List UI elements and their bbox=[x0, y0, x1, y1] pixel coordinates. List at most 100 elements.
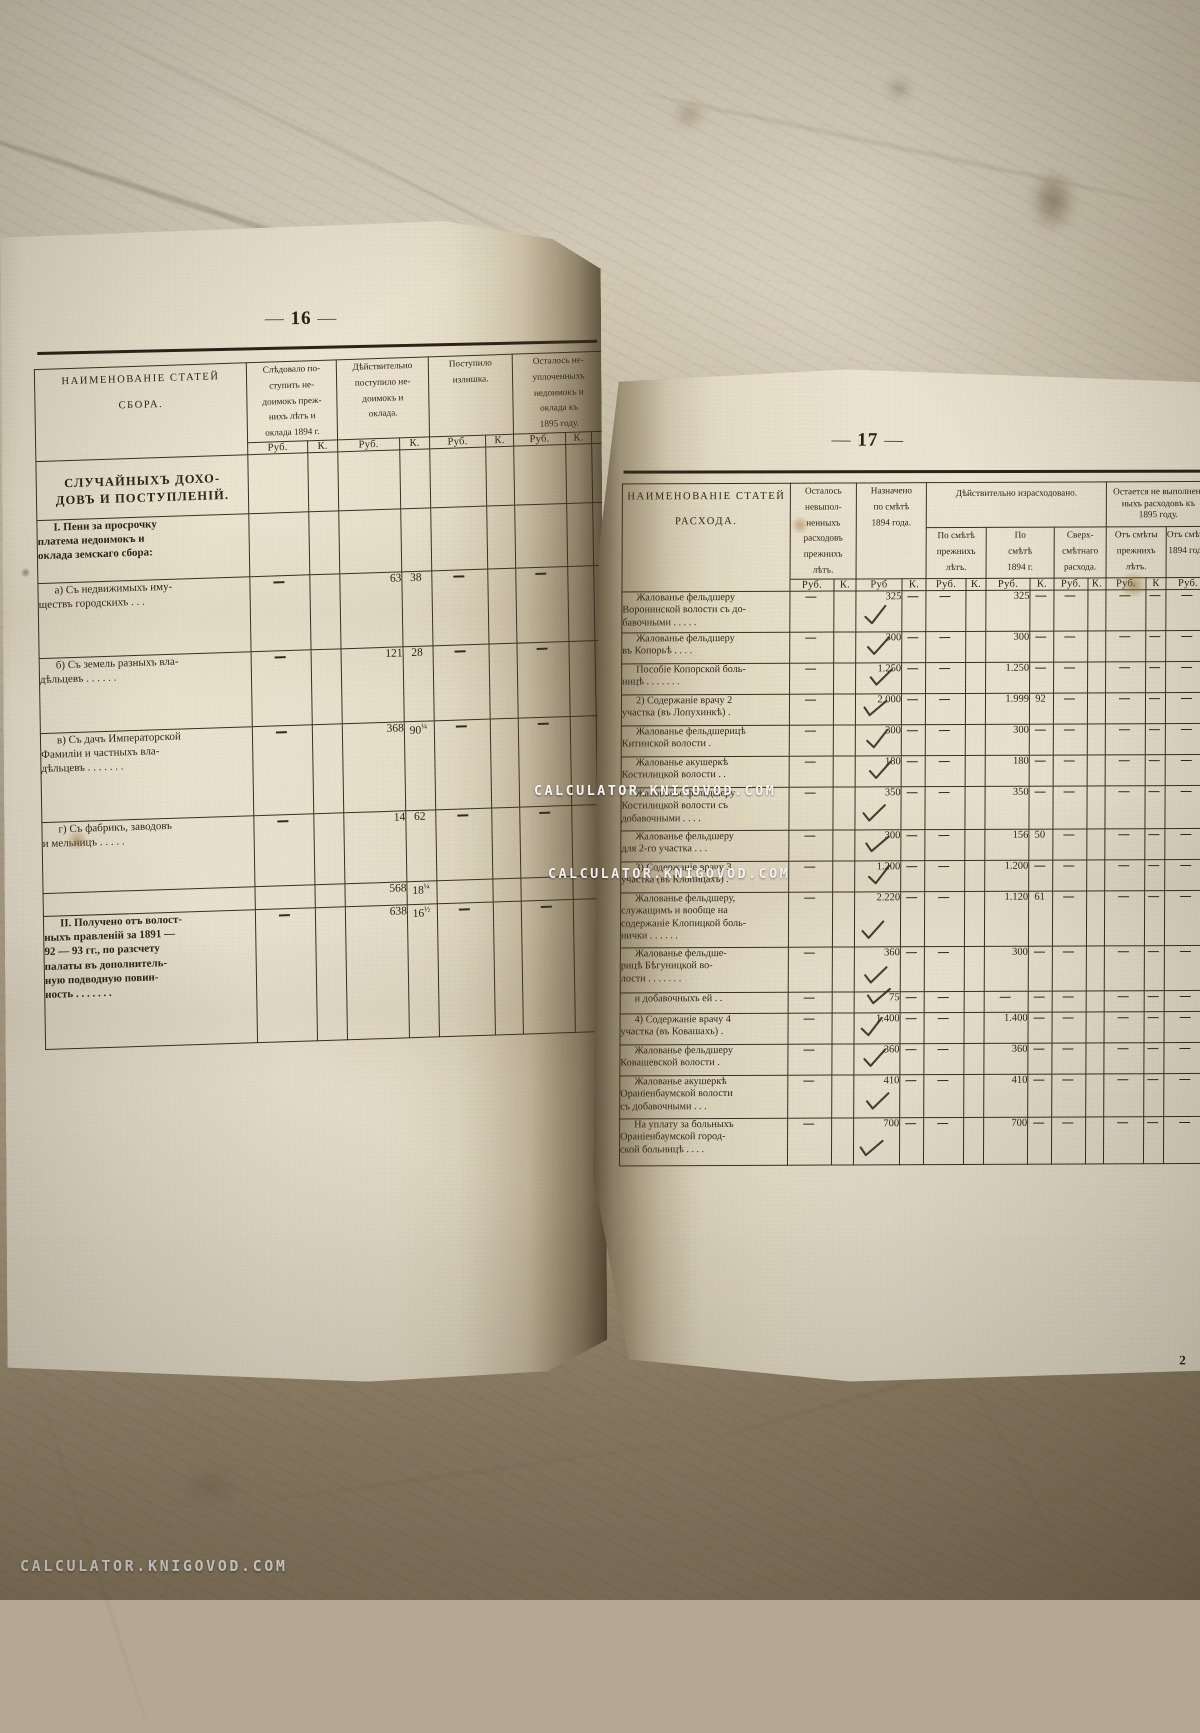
value-dash bbox=[437, 902, 495, 1037]
value-number: 700 bbox=[853, 1118, 899, 1165]
value-dash bbox=[1052, 946, 1086, 991]
value-dash bbox=[902, 663, 926, 694]
em-dash-glyph bbox=[1063, 951, 1074, 953]
value-empty bbox=[339, 509, 402, 574]
em-dash-glyph bbox=[1118, 1048, 1129, 1050]
value-empty bbox=[965, 786, 985, 829]
article-name: II. Получено отъ волост-ныхъ правленій з… bbox=[43, 910, 257, 1050]
em-dash-glyph bbox=[907, 668, 918, 670]
em-dash-glyph bbox=[937, 1049, 948, 1051]
value-empty bbox=[308, 452, 339, 512]
value-dash bbox=[1030, 590, 1054, 631]
value-empty bbox=[966, 662, 986, 693]
value-dash bbox=[1164, 990, 1200, 1011]
unit-fromprior-kop: К bbox=[1146, 578, 1166, 590]
value-number: 28 bbox=[403, 646, 434, 722]
value-dash bbox=[436, 808, 493, 881]
value-dash bbox=[901, 694, 925, 725]
value-dash bbox=[900, 947, 924, 992]
article-line: Жалованье фельдшеру bbox=[636, 591, 735, 604]
em-dash-glyph bbox=[1118, 834, 1129, 836]
value-number: 300 bbox=[856, 632, 902, 663]
em-dash-glyph bbox=[539, 812, 550, 814]
value-dash bbox=[925, 786, 965, 829]
em-dash-glyph bbox=[804, 866, 815, 868]
value-number: 50 bbox=[1029, 829, 1053, 860]
value-empty bbox=[833, 861, 855, 892]
value-dash bbox=[1145, 860, 1165, 891]
article-line: Китинской волости . bbox=[621, 738, 712, 750]
value-number: 1.999 bbox=[985, 693, 1029, 724]
em-dash-glyph bbox=[805, 761, 816, 763]
value-dash bbox=[1165, 754, 1200, 785]
table-row: На уплату за больныхъ Ораніенбаумской гор… bbox=[619, 1116, 1200, 1166]
table-row: Жалованье фельдшеру Воронинской волости с… bbox=[622, 589, 1200, 633]
stub-header-line2-r: РАСХОДА. bbox=[674, 516, 738, 528]
value-dash bbox=[924, 891, 964, 946]
value-empty bbox=[492, 807, 521, 879]
value-number: 92 bbox=[1029, 693, 1053, 724]
value-empty bbox=[964, 991, 984, 1012]
unit-due-kop: К. bbox=[308, 440, 338, 453]
watermark-bottom: CALCULATOR.KNIGOVOD.COM bbox=[20, 1557, 288, 1575]
article-line: Ораніенбаумской волости bbox=[620, 1088, 733, 1100]
group-header-spent: Дѣйствительно израсходовано. bbox=[926, 482, 1106, 528]
value-empty bbox=[1087, 786, 1105, 829]
value-dash bbox=[1029, 755, 1053, 786]
value-dash bbox=[1105, 693, 1145, 724]
value-dash bbox=[1146, 631, 1166, 662]
fraction-glyph: ¼ bbox=[423, 881, 430, 891]
unit-outstanding-kop: К. bbox=[566, 432, 592, 445]
col-header-by-prior-estimate: По смѣтѣ прежнихъ лѣтъ. bbox=[926, 528, 986, 579]
value-dash bbox=[1030, 662, 1054, 693]
em-dash-glyph bbox=[1064, 667, 1075, 669]
value-number: 75 bbox=[854, 992, 900, 1013]
em-dash-glyph bbox=[905, 1080, 916, 1082]
value-empty bbox=[311, 649, 342, 725]
unit-appointed-kop: К. bbox=[902, 579, 926, 591]
value-empty bbox=[567, 503, 594, 567]
value-dash bbox=[1104, 1043, 1144, 1074]
em-dash-glyph bbox=[1064, 791, 1075, 793]
em-dash-glyph bbox=[1180, 1048, 1191, 1050]
value-number: 300 bbox=[986, 631, 1030, 662]
value-dash bbox=[1051, 1117, 1085, 1164]
article-name: 4) Содержаніе врачу 4 участка (въ Ковашах… bbox=[620, 1013, 788, 1045]
group-header-remaining-l1: Остается не выполнен- bbox=[1113, 485, 1200, 497]
em-dash-glyph bbox=[1180, 951, 1191, 953]
value-dash bbox=[924, 1043, 964, 1074]
value-number: 300 bbox=[984, 946, 1028, 991]
value-dash bbox=[1166, 661, 1200, 692]
signature-mark: 2 bbox=[1179, 1352, 1186, 1368]
value-empty bbox=[832, 1075, 854, 1118]
article-line: Жалованье фельдшеру, bbox=[635, 892, 736, 905]
em-dash-glyph bbox=[1035, 595, 1046, 597]
em-dash-glyph bbox=[938, 997, 949, 999]
article-line: Костилицкой волости . . bbox=[621, 769, 727, 781]
watermark-mid: CALCULATOR.KNIGOVOD.COM bbox=[548, 866, 791, 882]
em-dash-glyph bbox=[1149, 595, 1160, 597]
value-dash bbox=[517, 641, 570, 718]
em-dash-glyph bbox=[537, 648, 548, 650]
value-dash bbox=[900, 1013, 924, 1044]
value-dash bbox=[1053, 693, 1087, 724]
table-row: Жалованье фельдшеру Ковашевской волости .… bbox=[620, 1042, 1200, 1076]
value-number: 350 bbox=[855, 787, 901, 830]
em-dash-glyph bbox=[1179, 1079, 1190, 1081]
value-dash bbox=[1105, 724, 1145, 755]
value-number: 121 bbox=[341, 647, 404, 724]
value-dash bbox=[924, 946, 964, 991]
value-dash bbox=[1144, 991, 1164, 1012]
table-row: II. Получено отъ волост-ныхъ правленій з… bbox=[43, 898, 607, 1049]
value-dash bbox=[1054, 590, 1088, 631]
em-dash-glyph bbox=[1035, 791, 1046, 793]
fraction-glyph: ½ bbox=[424, 904, 431, 914]
em-dash-glyph bbox=[906, 952, 917, 954]
value-empty bbox=[1086, 891, 1104, 946]
em-dash-glyph bbox=[804, 997, 815, 999]
value-empty bbox=[255, 885, 315, 910]
value-empty bbox=[1088, 631, 1106, 662]
folio-left: — 16 — bbox=[1, 306, 601, 332]
em-dash-glyph bbox=[907, 637, 918, 639]
article-line: 2) Содержаніе врачу 2 bbox=[635, 694, 733, 707]
